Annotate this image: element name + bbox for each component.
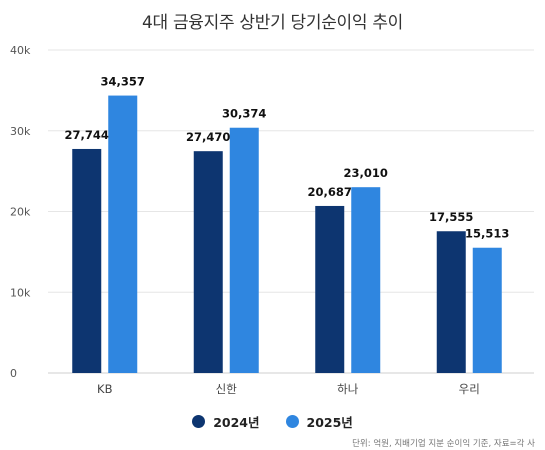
x-tick-label: 우리 bbox=[459, 382, 480, 396]
bar-KB-2024년 bbox=[72, 148, 102, 373]
y-tick-label: 10k bbox=[10, 286, 31, 299]
bar-value-label: 23,010 bbox=[344, 166, 388, 180]
legend: 2024년 2025년 bbox=[0, 412, 545, 431]
source-note: 단위: 억원, 지배기업 지분 순이익 기준, 자료=각 사 bbox=[352, 439, 535, 449]
bar-우리-2024년 bbox=[436, 231, 466, 373]
legend-marker-2024 bbox=[192, 415, 206, 428]
y-tick-label: 30k bbox=[10, 125, 31, 138]
legend-label-2024: 2024년 bbox=[213, 415, 260, 430]
bar-KB-2025년 bbox=[108, 95, 138, 373]
y-axis-ticks: 0 10k 20k 30k 40k bbox=[10, 44, 31, 380]
bars bbox=[72, 95, 502, 373]
x-tick-label: KB bbox=[97, 382, 113, 396]
bar-신한-2024년 bbox=[193, 151, 223, 373]
legend-marker-2025 bbox=[285, 415, 299, 428]
bar-하나-2024년 bbox=[315, 205, 345, 373]
x-tick-label: 하나 bbox=[337, 382, 359, 396]
bar-신한-2025년 bbox=[229, 127, 259, 373]
x-tick-label: 신한 bbox=[216, 382, 238, 396]
chart-title: 4대 금융지주 상반기 당기순이익 추이 bbox=[141, 13, 404, 33]
bar-value-label: 27,744 bbox=[65, 128, 109, 142]
bar-value-labels: 27,744 34,357 27,470 30,374 20,687 23,010 17,5… bbox=[65, 75, 510, 241]
y-tick-label: 0 bbox=[10, 367, 17, 380]
legend-item-2024[interactable]: 2024년 bbox=[192, 412, 260, 431]
bar-하나-2025년 bbox=[351, 187, 381, 373]
bar-value-label: 34,357 bbox=[101, 75, 145, 89]
legend-item-2025[interactable]: 2025년 bbox=[285, 412, 353, 431]
bar-value-label: 27,470 bbox=[186, 130, 230, 144]
bar-value-label: 30,374 bbox=[222, 107, 266, 121]
bar-우리-2025년 bbox=[472, 247, 502, 373]
bar-value-label: 15,513 bbox=[465, 227, 509, 241]
bar-value-label: 20,687 bbox=[308, 185, 352, 199]
x-axis-ticks: KB 신한 하나 우리 bbox=[97, 382, 480, 396]
y-tick-label: 40k bbox=[10, 44, 31, 57]
y-tick-label: 20k bbox=[10, 206, 31, 219]
legend-label-2025: 2025년 bbox=[306, 415, 353, 430]
bar-value-label: 17,555 bbox=[429, 210, 473, 224]
